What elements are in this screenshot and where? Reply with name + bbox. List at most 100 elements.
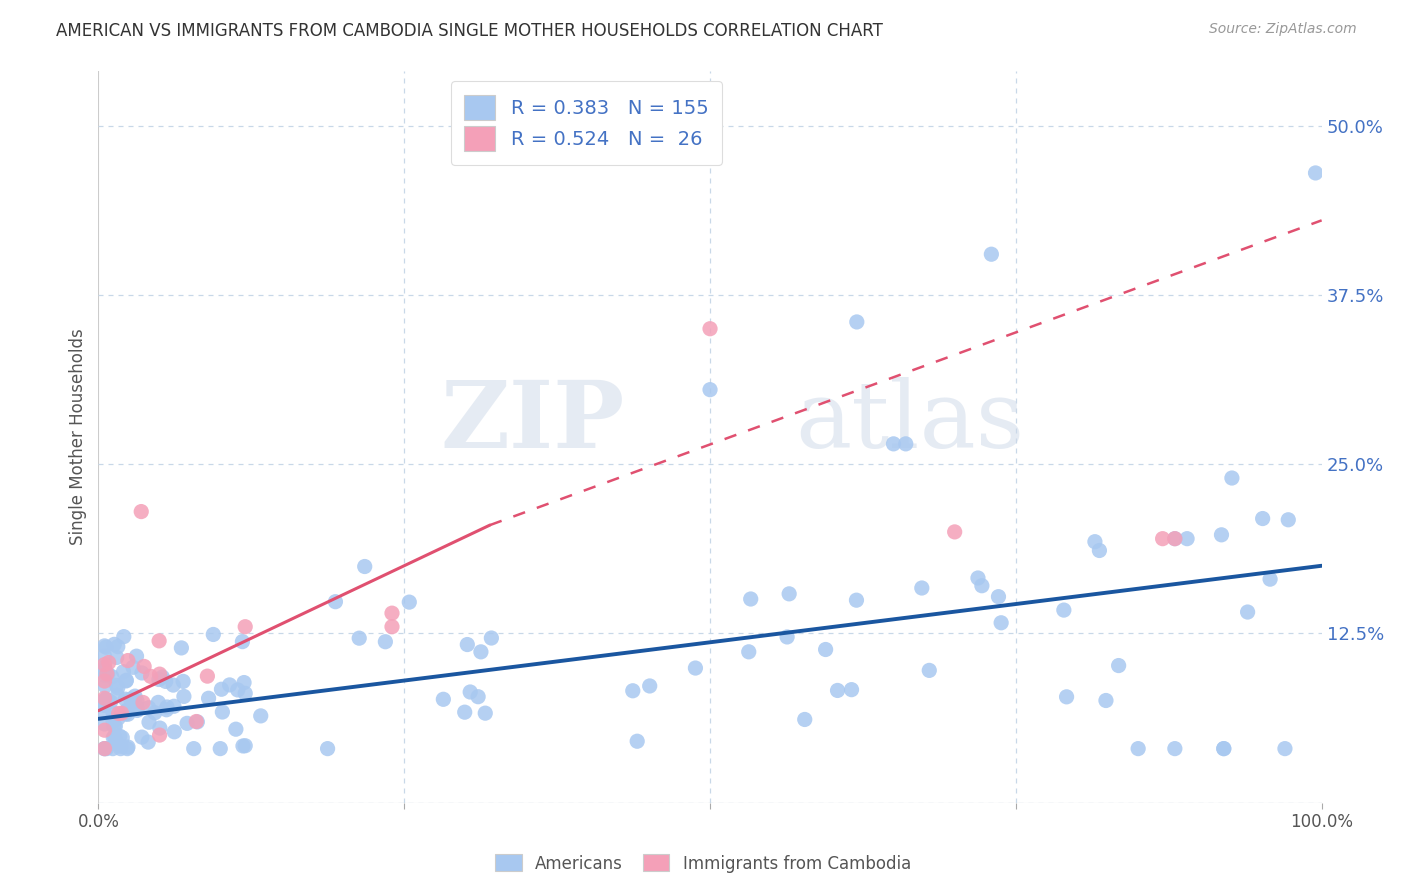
Point (103, 730, 125, 744)
Point (101, 706, 124, 720)
Point (97, 666, 120, 681)
Point (110, 739, 132, 754)
Point (233, 686, 256, 700)
Point (231, 634, 253, 648)
Point (94, 692, 117, 706)
Legend: Americans, Immigrants from Cambodia: Americans, Immigrants from Cambodia (488, 847, 918, 880)
Point (211, 705, 233, 719)
Point (103, 731, 125, 745)
Point (626, 734, 648, 748)
Point (105, 689, 128, 703)
Point (911, 581, 934, 595)
Point (1164, 532, 1187, 546)
Point (209, 741, 232, 756)
Point (1251, 511, 1274, 525)
Point (156, 700, 179, 714)
Point (1277, 513, 1299, 527)
Point (1164, 741, 1187, 756)
Point (1212, 741, 1234, 756)
Point (347, 631, 370, 645)
Point (172, 674, 194, 689)
Point (120, 692, 142, 706)
Point (93, 698, 115, 712)
Point (980, 247, 1002, 261)
Point (197, 691, 219, 706)
Point (162, 678, 184, 692)
Point (93, 691, 115, 706)
Point (105, 678, 128, 692)
Point (101, 714, 124, 728)
Point (479, 631, 502, 645)
Point (970, 579, 993, 593)
Y-axis label: Single Mother Households: Single Mother Households (69, 329, 87, 545)
Point (112, 630, 135, 644)
Point (1053, 603, 1076, 617)
Point (136, 735, 159, 749)
Point (325, 595, 347, 609)
Point (93, 741, 115, 756)
Point (125, 649, 148, 664)
Point (1164, 532, 1187, 546)
Point (1088, 543, 1111, 558)
Point (814, 642, 837, 657)
Point (93, 706, 115, 720)
Point (1236, 605, 1258, 619)
Point (115, 703, 138, 717)
Text: Source: ZipAtlas.com: Source: ZipAtlas.com (1209, 22, 1357, 37)
Point (456, 638, 478, 652)
Point (93, 639, 115, 653)
Point (149, 721, 172, 735)
Point (233, 675, 256, 690)
Point (107, 681, 129, 695)
Point (114, 692, 136, 706)
Point (103, 720, 125, 734)
Point (170, 640, 193, 655)
Point (107, 711, 129, 725)
Point (107, 706, 129, 721)
Point (740, 592, 762, 607)
Point (110, 706, 132, 721)
Point (112, 665, 135, 679)
Point (115, 673, 138, 688)
Point (1220, 471, 1243, 485)
Point (232, 739, 254, 753)
Point (117, 741, 139, 756)
Point (132, 696, 155, 710)
Point (163, 724, 186, 739)
Point (918, 664, 941, 678)
Point (131, 730, 153, 744)
Point (93, 698, 115, 713)
Point (117, 739, 139, 754)
Point (845, 593, 868, 607)
Point (155, 674, 177, 689)
Point (105, 650, 128, 665)
Point (122, 694, 145, 708)
Point (129, 505, 152, 519)
Point (883, 437, 905, 451)
Point (841, 682, 863, 697)
Point (1175, 532, 1198, 546)
Point (96, 693, 118, 707)
Point (845, 315, 868, 329)
Point (249, 709, 271, 723)
Point (111, 731, 134, 745)
Point (149, 667, 172, 681)
Point (943, 524, 966, 539)
Point (149, 728, 172, 742)
Point (150, 670, 173, 684)
Point (353, 559, 375, 574)
Point (93, 649, 115, 664)
Point (117, 654, 139, 668)
Point (122, 660, 145, 674)
Point (186, 714, 208, 729)
Point (104, 719, 127, 733)
Point (1095, 693, 1118, 707)
Point (93, 741, 115, 756)
Point (94, 697, 117, 711)
Point (1305, 166, 1327, 180)
Point (202, 627, 225, 641)
Point (987, 590, 1010, 604)
Point (93, 660, 115, 674)
Point (94, 679, 117, 693)
Point (1056, 690, 1078, 704)
